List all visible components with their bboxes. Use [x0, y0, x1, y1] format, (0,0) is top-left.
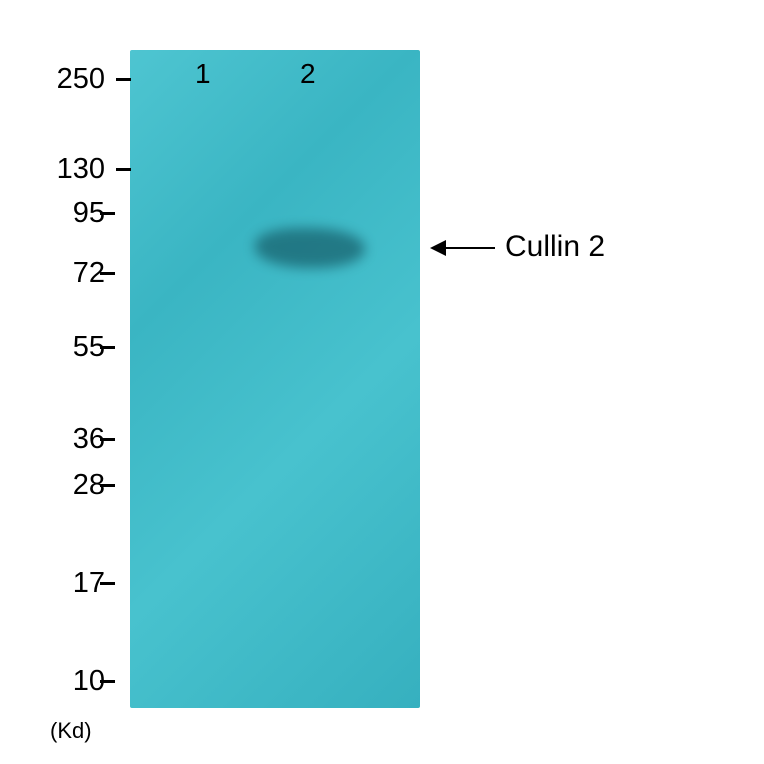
lane-label-2: 2 — [300, 58, 316, 90]
ladder-tick-95 — [100, 212, 115, 215]
ladder-label-250: 250 — [50, 63, 105, 96]
ladder-tick-130 — [116, 168, 131, 171]
ladder-tick-36 — [100, 438, 115, 441]
blot-membrane — [130, 50, 420, 708]
ladder-unit: (Kd) — [50, 718, 92, 744]
western-blot-figure: 1 2 250 130 95 72 55 36 28 17 10 (Kd) — [0, 0, 764, 764]
ladder-label-17: 17 — [50, 567, 105, 600]
lane-label-1: 1 — [195, 58, 211, 90]
ladder-tick-72 — [100, 272, 115, 275]
ladder-tick-250 — [116, 78, 131, 81]
ladder-label-95: 95 — [50, 197, 105, 230]
arrow-line — [444, 247, 495, 249]
ladder-label-10: 10 — [50, 665, 105, 698]
ladder-tick-28 — [100, 484, 115, 487]
ladder-tick-17 — [100, 582, 115, 585]
ladder-label-130: 130 — [50, 153, 105, 186]
ladder-label-55: 55 — [50, 331, 105, 364]
ladder-label-72: 72 — [50, 257, 105, 290]
ladder-label-36: 36 — [50, 423, 105, 456]
ladder-tick-55 — [100, 346, 115, 349]
ladder-label-28: 28 — [50, 469, 105, 502]
ladder-tick-10 — [100, 680, 115, 683]
protein-label-cullin2: Cullin 2 — [505, 230, 605, 264]
band-cullin2 — [255, 228, 365, 268]
